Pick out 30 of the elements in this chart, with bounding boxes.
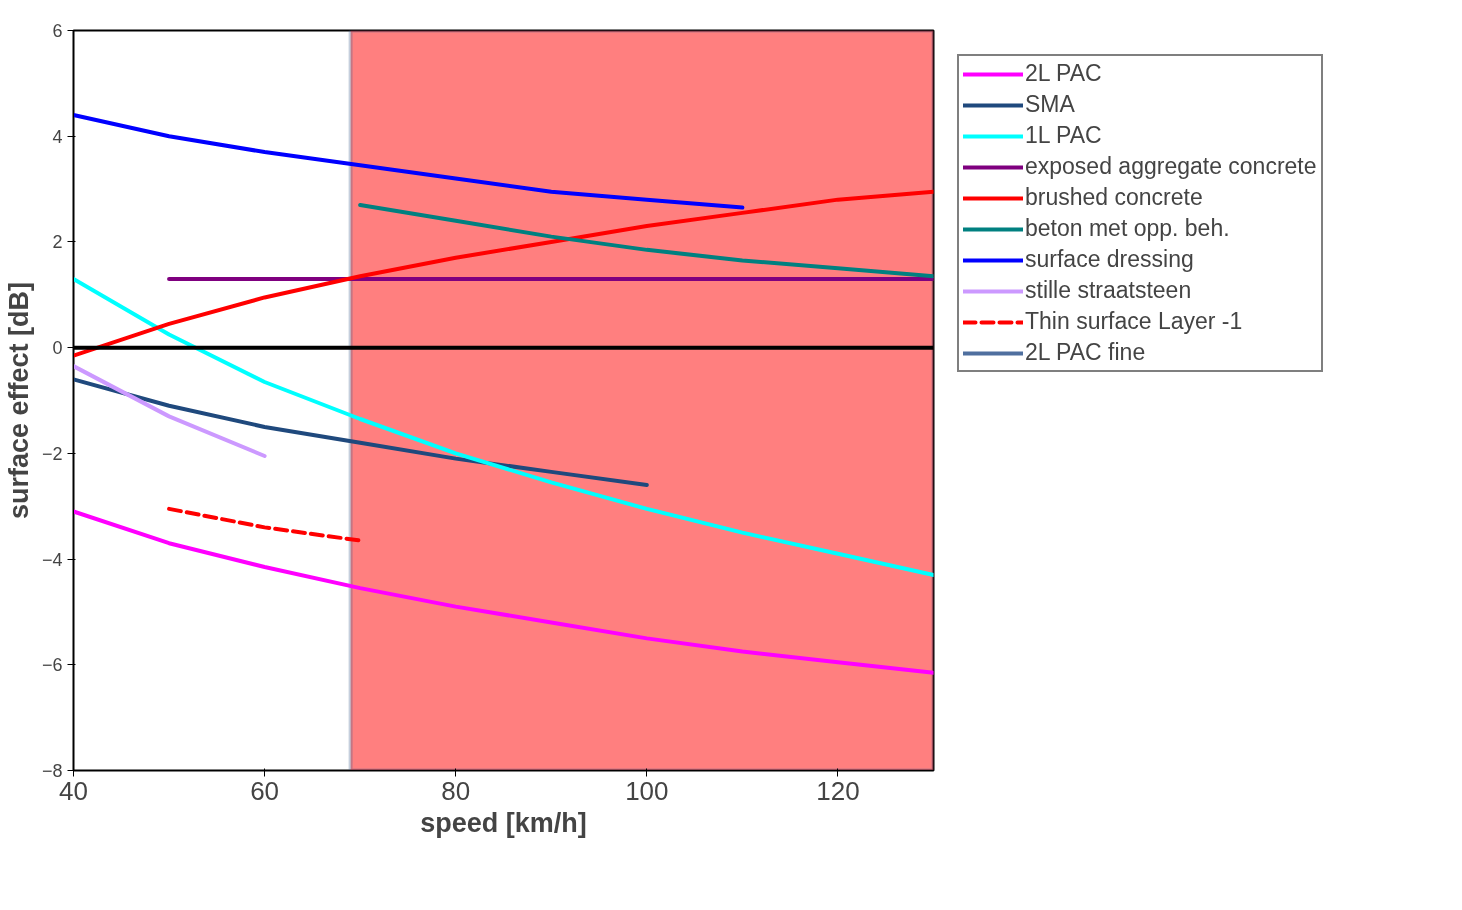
line-series [73,509,934,675]
x-tick-label: 100 [625,775,669,806]
line-series [73,113,745,210]
y-tick-label: 2 [52,232,63,253]
legend-label: 2L PAC [1025,60,1102,87]
x-tick-label: 80 [441,775,471,806]
y-tick-label: −8 [41,761,63,781]
legend-label: 2L PAC fine [1025,339,1146,366]
x-axis-title: speed [km/h] [420,807,587,838]
legend-label: SMA [1025,91,1075,118]
legend-label: stille straatsteen [1025,277,1192,304]
y-tick-label: −2 [41,443,63,464]
y-tick-label: 6 [52,21,63,41]
y-tick-label: 4 [52,126,63,147]
legend-label: brushed concrete [1025,184,1203,211]
y-tick-label: −6 [41,655,63,676]
legend-label: 1L PAC [1025,122,1102,149]
legend-label: exposed aggregate concrete [1025,153,1317,180]
y-tick-label: −4 [41,549,63,570]
line-series [358,202,934,279]
x-tick-label: 60 [250,775,280,806]
legend-label: beton met opp. beh. [1025,215,1230,242]
line-series [73,189,934,358]
legend-label: surface dressing [1025,246,1194,273]
line-series [73,377,649,488]
y-tick-label: 0 [52,338,63,359]
line-series [73,276,934,577]
legend-label: Thin surface Layer -1 [1025,308,1243,335]
y-axis-title: surface effect [dB] [3,281,34,520]
x-tick-label: 120 [816,775,860,806]
